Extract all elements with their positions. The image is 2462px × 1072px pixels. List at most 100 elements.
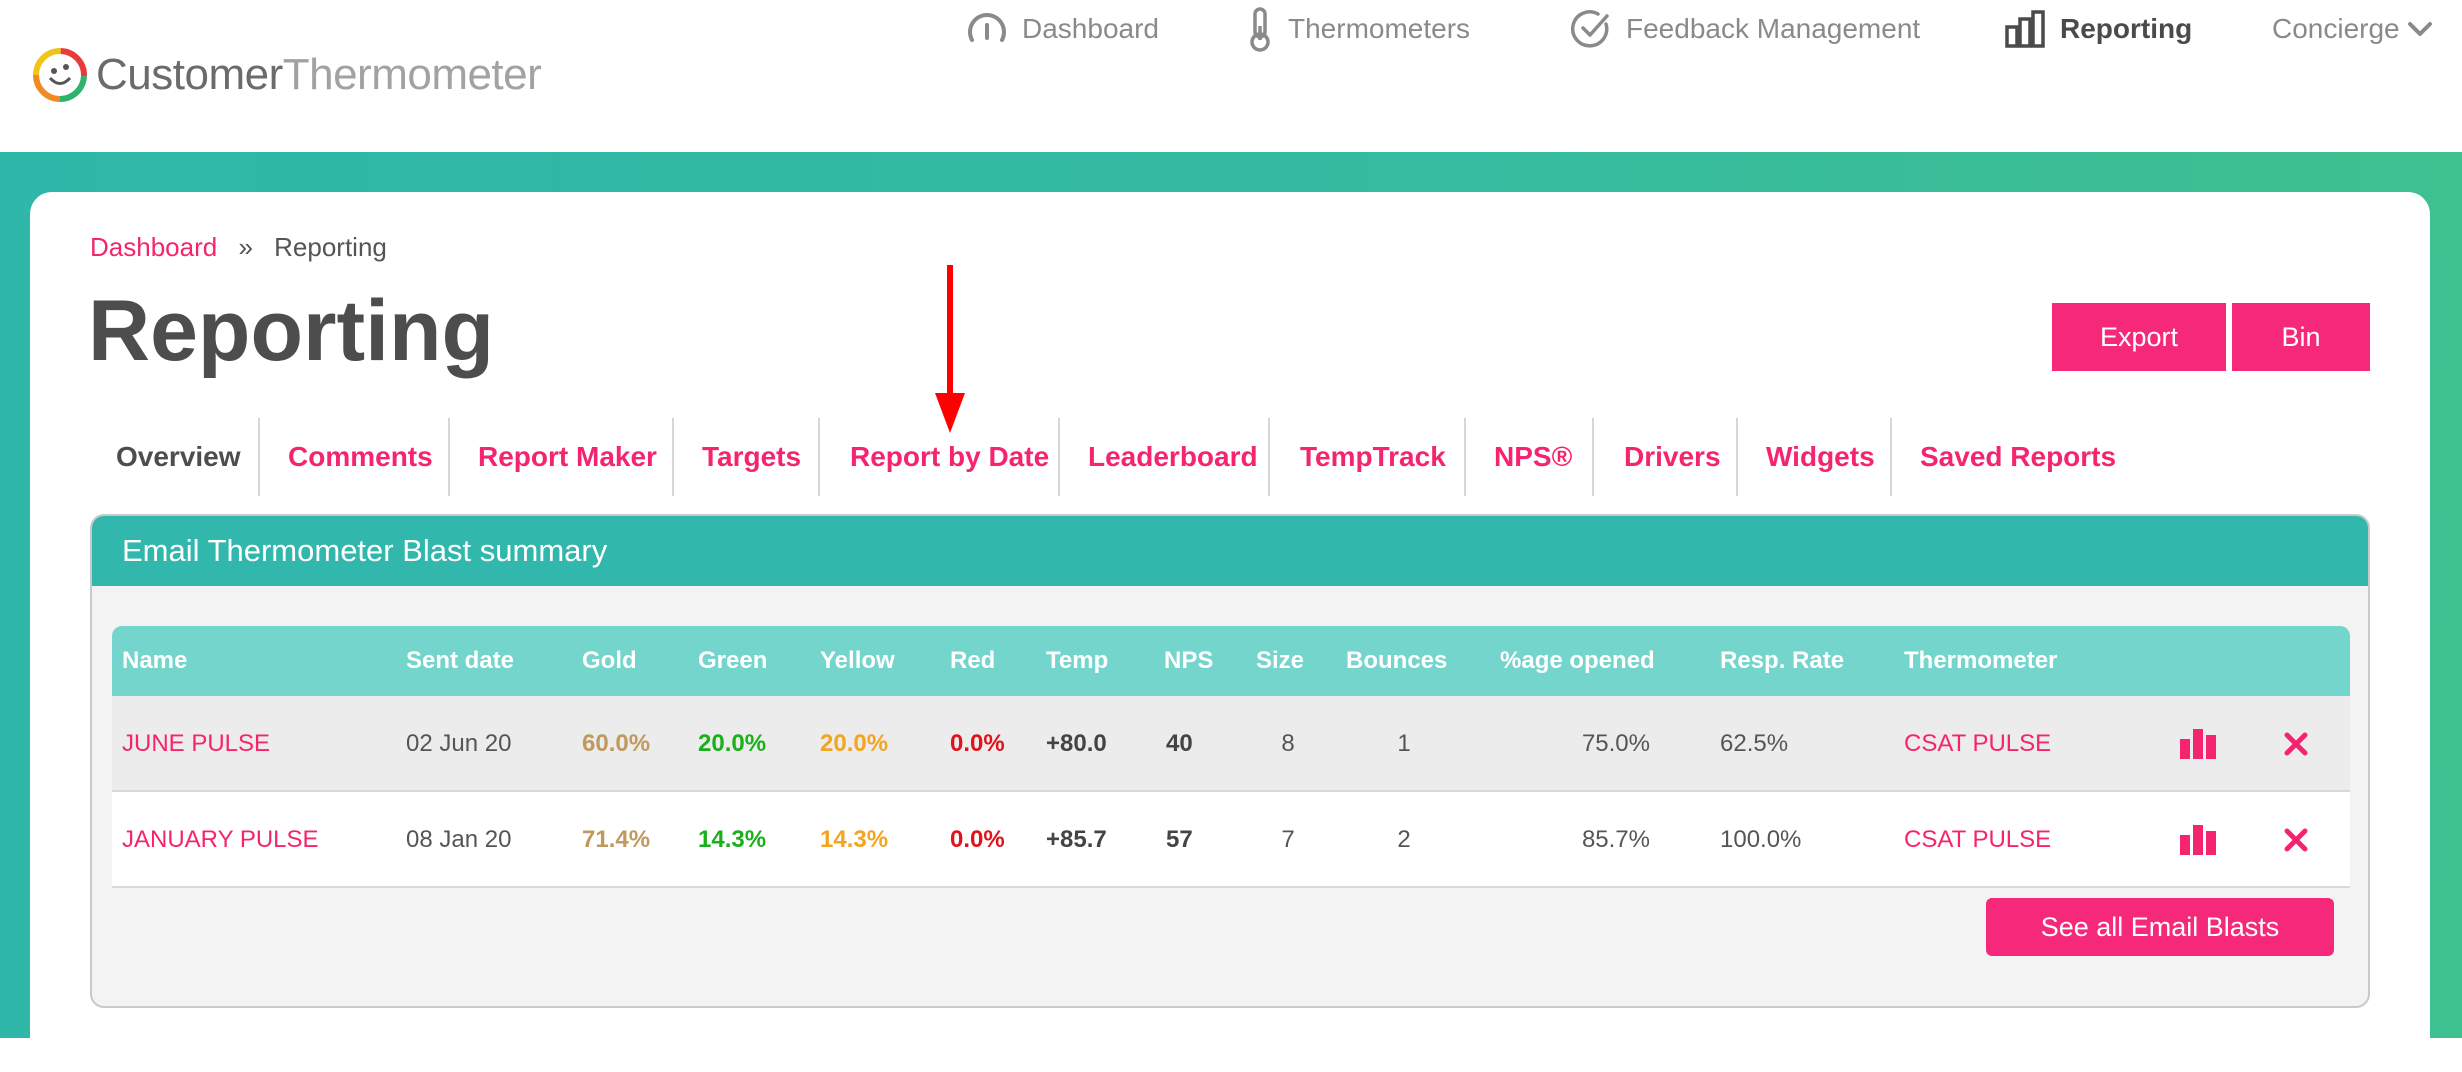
breadcrumb-dashboard-link[interactable]: Dashboard: [90, 232, 218, 262]
tab-divider: [1890, 418, 1892, 496]
temp-cell: +80.0: [1046, 730, 1107, 757]
see-all-email-blasts-button[interactable]: See all Email Blasts: [1986, 898, 2334, 956]
nav-reporting-label: Reporting: [2060, 13, 2193, 44]
annotation-arrow-icon: [935, 265, 965, 433]
email-blast-table: Name Sent date Gold Green Yellow Red Tem…: [112, 626, 2350, 888]
yellow-cell: 20.0%: [820, 730, 889, 757]
tab-saved-reports[interactable]: Saved Reports: [1920, 441, 2117, 472]
tab-divider: [1268, 418, 1270, 496]
chevron-down-icon: [2407, 22, 2432, 36]
resp-rate-cell: 62.5%: [1720, 730, 1789, 757]
sent-date-cell: 08 Jan 20: [406, 826, 512, 853]
green-cell: 14.3%: [698, 826, 767, 853]
nps-cell: 57: [1166, 826, 1193, 853]
delete-button[interactable]: [2284, 696, 2308, 792]
yellow-cell: 14.3%: [820, 826, 889, 853]
column-header-bounces[interactable]: Bounces: [1346, 647, 1448, 674]
tab-divider: [1058, 418, 1060, 496]
column-header-gold[interactable]: Gold: [582, 647, 637, 674]
tab-divider: [672, 418, 674, 496]
tab-divider: [1736, 418, 1738, 496]
panel-title: Email Thermometer Blast summary: [92, 516, 2368, 586]
tab-widgets[interactable]: Widgets: [1766, 441, 1875, 472]
tab-overview[interactable]: Overview: [116, 441, 241, 472]
table-row: JUNE PULSE 02 Jun 20 60.0% 20.0% 20.0% 0…: [112, 696, 2350, 792]
column-header-thermometer[interactable]: Thermometer: [1904, 647, 2058, 674]
nav-feedback-label: Feedback Management: [1626, 13, 1921, 44]
bounces-cell: 1: [1397, 730, 1411, 757]
column-header-yellow[interactable]: Yellow: [820, 647, 895, 674]
breadcrumb-current: Reporting: [274, 232, 387, 262]
export-button[interactable]: Export: [2052, 303, 2226, 371]
nav-dashboard-label: Dashboard: [1022, 13, 1159, 44]
breadcrumb: Dashboard » Reporting: [90, 232, 387, 263]
column-header-green[interactable]: Green: [698, 647, 768, 674]
gold-cell: 60.0%: [582, 730, 651, 757]
nav-thermometers-label: Thermometers: [1288, 13, 1471, 44]
column-header-resp-rate[interactable]: Resp. Rate: [1720, 647, 1845, 674]
bar-chart-icon: [2005, 10, 2045, 48]
size-cell: 8: [1281, 730, 1295, 757]
resp-rate-cell: 100.0%: [1720, 826, 1802, 853]
red-cell: 0.0%: [950, 826, 1005, 853]
tab-divider: [1592, 418, 1594, 496]
tab-report-by-date[interactable]: Report by Date: [850, 441, 1050, 472]
brand-name: CustomerThermometer: [96, 50, 542, 100]
view-chart-button[interactable]: [2180, 696, 2216, 792]
tab-report-maker[interactable]: Report Maker: [478, 441, 657, 472]
breadcrumb-separator: »: [238, 232, 253, 262]
red-cell: 0.0%: [950, 730, 1005, 757]
bar-chart-icon: [2180, 825, 2216, 855]
column-header-nps[interactable]: NPS: [1164, 647, 1214, 674]
tab-temptrack[interactable]: TempTrack: [1300, 441, 1446, 472]
tab-targets[interactable]: Targets: [702, 441, 802, 472]
page-title: Reporting: [88, 283, 495, 379]
size-cell: 7: [1281, 826, 1295, 853]
thermometer-smiley-logo-icon: [33, 48, 87, 102]
nps-cell: 40: [1166, 730, 1193, 757]
close-icon: [2284, 828, 2308, 852]
thermometer-link[interactable]: CSAT PULSE: [1904, 826, 2052, 853]
thermometer-link[interactable]: CSAT PULSE: [1904, 730, 2052, 757]
brand-name-part2: Thermometer: [282, 50, 542, 99]
opened-cell: 75.0%: [1581, 730, 1650, 757]
blast-name-link[interactable]: JUNE PULSE: [122, 730, 271, 757]
tab-comments[interactable]: Comments: [288, 441, 433, 472]
temp-cell: +85.7: [1046, 826, 1107, 853]
bounces-cell: 2: [1397, 826, 1411, 853]
column-header-name[interactable]: Name: [122, 647, 188, 674]
column-header-temp[interactable]: Temp: [1046, 647, 1109, 674]
bar-chart-icon: [2180, 729, 2216, 759]
tab-divider: [818, 418, 820, 496]
sent-date-cell: 02 Jun 20: [406, 730, 512, 757]
check-circle-icon: [1571, 10, 1609, 48]
brand-name-part1: Customer: [96, 50, 283, 99]
column-header-opened[interactable]: %age opened: [1500, 647, 1655, 674]
close-icon: [2284, 732, 2308, 756]
brand-logo[interactable]: CustomerThermometer: [30, 40, 542, 110]
table-row: JANUARY PULSE 08 Jan 20 71.4% 14.3% 14.3…: [112, 792, 2350, 888]
tab-divider: [448, 418, 450, 496]
tab-divider: [258, 418, 260, 496]
column-header-red[interactable]: Red: [950, 647, 996, 674]
nav-concierge-label: Concierge: [2272, 13, 2400, 44]
nav-reporting[interactable]: Reporting: [2004, 0, 2192, 58]
nav-feedback-management[interactable]: Feedback Management: [1570, 0, 1920, 58]
view-chart-button[interactable]: [2180, 792, 2216, 888]
top-navigation-bar: CustomerThermometer Dashboard Thermomete…: [0, 0, 2462, 152]
thermometer-icon: [1250, 7, 1270, 52]
blast-name-link[interactable]: JANUARY PULSE: [122, 826, 319, 853]
column-header-sent-date[interactable]: Sent date: [406, 647, 515, 674]
column-header-size[interactable]: Size: [1256, 647, 1305, 674]
nav-concierge-dropdown[interactable]: Concierge: [2272, 0, 2448, 58]
tab-leaderboard[interactable]: Leaderboard: [1088, 441, 1258, 472]
tab-drivers[interactable]: Drivers: [1624, 441, 1721, 472]
nav-dashboard[interactable]: Dashboard: [966, 0, 1159, 58]
delete-button[interactable]: [2284, 792, 2308, 888]
nav-thermometers[interactable]: Thermometers: [1246, 0, 1470, 58]
green-cell: 20.0%: [698, 730, 767, 757]
bin-button[interactable]: Bin: [2232, 303, 2370, 371]
tab-nps[interactable]: NPS®: [1494, 441, 1573, 472]
gold-cell: 71.4%: [582, 826, 651, 853]
table-header: Name Sent date Gold Green Yellow Red Tem…: [112, 626, 2350, 696]
